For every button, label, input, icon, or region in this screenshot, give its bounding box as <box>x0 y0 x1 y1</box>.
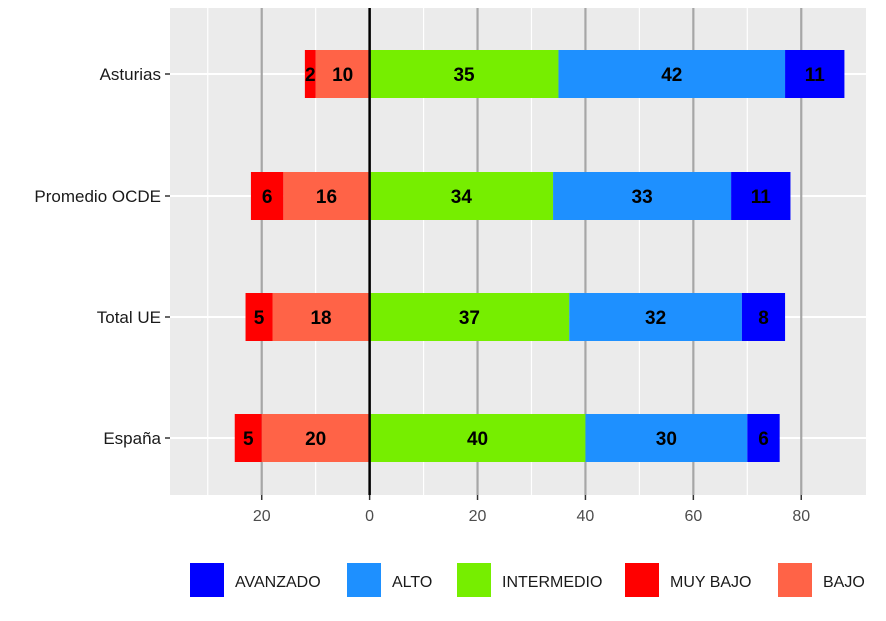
bar-intermedio-total-ue <box>369 293 570 341</box>
data-label-bajo-promedio-ocde: 16 <box>316 187 337 208</box>
data-label-avanzado-espana: 6 <box>758 429 769 450</box>
bar-avanzado-total-ue <box>741 293 786 341</box>
legend-item-intermedio: INTERMEDIO <box>457 563 602 597</box>
legend-label-bajo: BAJO <box>823 574 865 591</box>
bar-muy-bajo-espana <box>234 414 262 462</box>
legend-swatch-intermedio <box>457 563 491 597</box>
data-label-alto-espana: 30 <box>656 429 677 450</box>
legend-item-alto: ALTO <box>347 563 432 597</box>
bars: 10 2 35 42 11 16 6 34 33 11 18 5 37 32 8 20 5 40 30 6 <box>234 50 845 462</box>
data-label-intermedio-promedio-ocde: 34 <box>451 187 473 208</box>
data-label-avanzado-total-ue: 8 <box>758 308 769 329</box>
data-label-avanzado-asturias: 11 <box>805 65 826 86</box>
bar-group-espana: 20 5 40 30 6 <box>234 414 780 462</box>
bar-group-asturias: 10 2 35 42 11 <box>304 50 845 98</box>
bar-group-total-ue: 18 5 37 32 8 <box>245 293 786 341</box>
data-label-intermedio-asturias: 35 <box>453 65 475 86</box>
data-label-avanzado-promedio-ocde: 11 <box>751 187 772 208</box>
bar-intermedio-asturias <box>369 50 559 98</box>
x-tick-label: 80 <box>792 508 810 525</box>
bar-intermedio-espana <box>369 414 586 462</box>
data-label-intermedio-espana: 40 <box>467 429 488 450</box>
y-tick-label-total-ue: Total UE <box>97 308 161 327</box>
legend-label-avanzado: AVANZADO <box>235 574 321 591</box>
bar-alto-total-ue <box>569 293 742 341</box>
bar-muy-bajo-total-ue <box>245 293 273 341</box>
x-tick-label: 20 <box>469 508 487 525</box>
bar-group-promedio-ocde: 16 6 34 33 11 <box>250 172 791 220</box>
y-tick-label-asturias: Asturias <box>100 65 161 84</box>
bar-avanzado-asturias <box>785 50 845 98</box>
data-label-bajo-espana: 20 <box>305 429 326 450</box>
bar-muy-bajo-asturias <box>304 50 316 98</box>
bar-bajo-total-ue <box>272 293 370 341</box>
x-tick-label: 40 <box>577 508 595 525</box>
legend-item-avanzado: AVANZADO <box>190 563 321 597</box>
y-axis: Asturias Promedio OCDE Total UE España <box>34 65 170 448</box>
legend-label-alto: ALTO <box>392 574 432 591</box>
x-axis: 20 0 20 40 60 80 <box>253 495 810 525</box>
bar-bajo-asturias <box>315 50 370 98</box>
bar-bajo-espana <box>261 414 370 462</box>
data-label-intermedio-total-ue: 37 <box>459 308 480 329</box>
legend-swatch-bajo <box>778 563 812 597</box>
bar-bajo-promedio-ocde <box>283 172 370 220</box>
y-tick-label-espana: España <box>103 429 161 448</box>
x-tick-label: 60 <box>684 508 702 525</box>
x-tick-label: 20 <box>253 508 271 525</box>
data-label-muy-bajo-asturias: 2 <box>305 65 316 86</box>
data-label-muy-bajo-total-ue: 5 <box>254 308 265 329</box>
data-label-bajo-asturias: 10 <box>332 65 353 86</box>
y-tick-label-promedio-ocde: Promedio OCDE <box>34 187 161 206</box>
bar-avanzado-espana <box>747 414 780 462</box>
bar-alto-promedio-ocde <box>553 172 732 220</box>
legend-label-muy-bajo: MUY BAJO <box>670 574 752 591</box>
legend-item-bajo: BAJO <box>778 563 865 597</box>
bar-avanzado-promedio-ocde <box>731 172 791 220</box>
bar-alto-asturias <box>558 50 786 98</box>
data-label-bajo-total-ue: 18 <box>310 308 331 329</box>
legend-label-intermedio: INTERMEDIO <box>502 574 602 591</box>
data-label-alto-promedio-ocde: 33 <box>632 187 653 208</box>
legend-swatch-avanzado <box>190 563 224 597</box>
bar-muy-bajo-promedio-ocde <box>250 172 284 220</box>
bar-alto-espana <box>585 414 748 462</box>
legend-swatch-muy-bajo <box>625 563 659 597</box>
data-label-alto-total-ue: 32 <box>645 308 666 329</box>
data-label-muy-bajo-promedio-ocde: 6 <box>262 187 273 208</box>
x-tick-label: 0 <box>365 508 374 525</box>
legend-swatch-alto <box>347 563 381 597</box>
legend-item-muy-bajo: MUY BAJO <box>625 563 752 597</box>
data-label-alto-asturias: 42 <box>661 65 682 86</box>
legend: AVANZADO ALTO INTERMEDIO MUY BAJO BAJO <box>190 563 865 597</box>
data-label-muy-bajo-espana: 5 <box>243 429 254 450</box>
bar-intermedio-promedio-ocde <box>369 172 554 220</box>
